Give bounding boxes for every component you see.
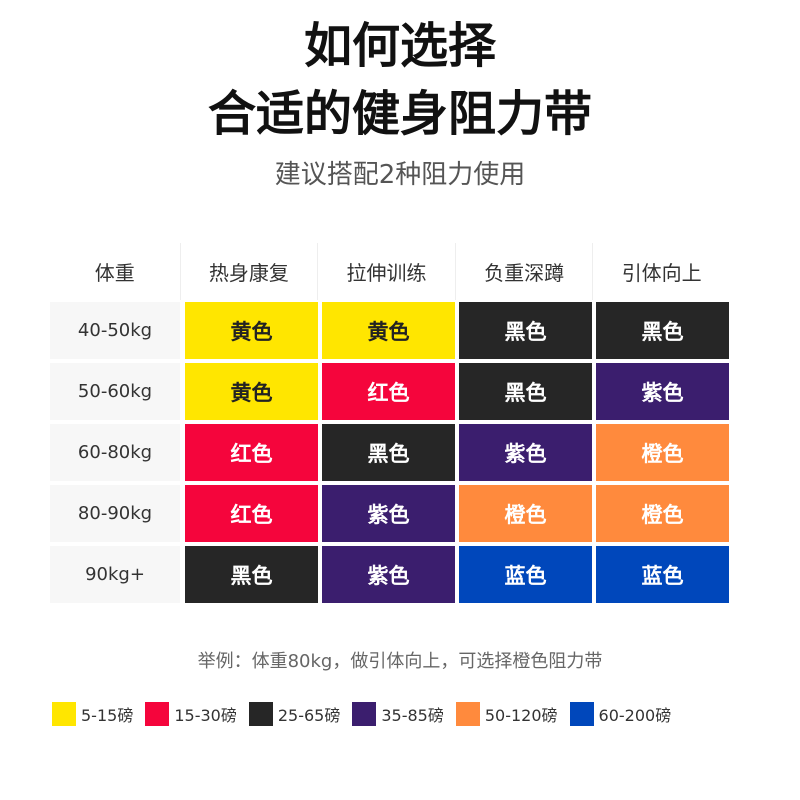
color-cell: 黑色 <box>459 302 592 359</box>
legend-label: 50-120磅 <box>484 706 558 725</box>
color-cell: 黄色 <box>185 302 318 359</box>
table-row: 80-90kg 红色 紫色 橙色 橙色 <box>50 485 730 542</box>
weight-cell: 60-80kg <box>50 424 180 481</box>
header-warmup: 热身康复 <box>181 243 319 300</box>
weight-cell: 80-90kg <box>50 485 180 542</box>
legend-label: 25-65磅 <box>277 706 341 725</box>
resistance-table: 体重 热身康复 拉伸训练 负重深蹲 引体向上 40-50kg 黄色 黄色 黑色 … <box>50 243 730 607</box>
table-row: 90kg+ 黑色 紫色 蓝色 蓝色 <box>50 546 730 603</box>
color-cell: 黑色 <box>322 424 455 481</box>
table-row: 40-50kg 黄色 黄色 黑色 黑色 <box>50 302 730 359</box>
table-row: 60-80kg 红色 黑色 紫色 橙色 <box>50 424 730 481</box>
color-cell: 橙色 <box>459 485 592 542</box>
example-note: 举例：体重80kg，做引体向上，可选择橙色阻力带 <box>197 651 603 672</box>
color-cell: 黄色 <box>185 363 318 420</box>
color-cell: 黄色 <box>322 302 455 359</box>
color-cell: 橙色 <box>596 424 729 481</box>
color-cell: 黑色 <box>596 302 729 359</box>
header-pullup: 引体向上 <box>621 261 702 285</box>
legend-item: 60-200磅 <box>569 702 672 726</box>
legend: 5-15磅 15-30磅 25-65磅 35-85磅 50-120磅 60-20… <box>52 702 752 726</box>
table-header-row: 体重 热身康复 拉伸训练 负重深蹲 引体向上 <box>50 243 730 300</box>
legend-label: 60-200磅 <box>598 706 672 725</box>
legend-swatch <box>352 702 377 726</box>
color-cell: 黑色 <box>185 546 318 603</box>
subtitle: 建议搭配2种阻力使用 <box>274 160 526 190</box>
title-line-1: 如何选择 <box>303 18 496 74</box>
legend-item: 15-30磅 <box>145 702 237 726</box>
color-cell: 蓝色 <box>596 546 729 603</box>
weight-cell: 50-60kg <box>50 363 180 420</box>
header-squat: 负重深蹲 <box>456 243 594 300</box>
legend-item: 50-120磅 <box>455 702 558 726</box>
legend-swatch <box>455 702 480 726</box>
header-stretch: 拉伸训练 <box>318 243 456 300</box>
color-cell: 红色 <box>322 363 455 420</box>
title-line-2: 合适的健身阻力带 <box>207 86 592 142</box>
color-cell: 蓝色 <box>459 546 592 603</box>
color-cell: 紫色 <box>322 546 455 603</box>
color-cell: 紫色 <box>596 363 729 420</box>
color-cell: 红色 <box>185 485 318 542</box>
legend-swatch <box>145 702 170 726</box>
legend-item: 25-65磅 <box>248 702 341 726</box>
legend-item: 5-15磅 <box>52 702 133 726</box>
weight-cell: 40-50kg <box>50 302 180 359</box>
color-cell: 紫色 <box>322 485 455 542</box>
legend-label: 35-85磅 <box>381 706 444 725</box>
legend-swatch <box>52 702 76 726</box>
legend-swatch <box>248 702 273 726</box>
legend-swatch <box>569 702 594 726</box>
legend-item: 35-85磅 <box>352 702 444 726</box>
legend-label: 5-15磅 <box>81 706 134 725</box>
legend-label: 15-30磅 <box>174 706 237 725</box>
color-cell: 红色 <box>185 424 318 481</box>
weight-cell: 90kg+ <box>50 546 180 603</box>
header-weight: 体重 <box>50 243 181 300</box>
table-row: 50-60kg 黄色 红色 黑色 紫色 <box>50 363 730 420</box>
color-cell: 紫色 <box>459 424 592 481</box>
color-cell: 黑色 <box>459 363 592 420</box>
color-cell: 橙色 <box>596 485 729 542</box>
